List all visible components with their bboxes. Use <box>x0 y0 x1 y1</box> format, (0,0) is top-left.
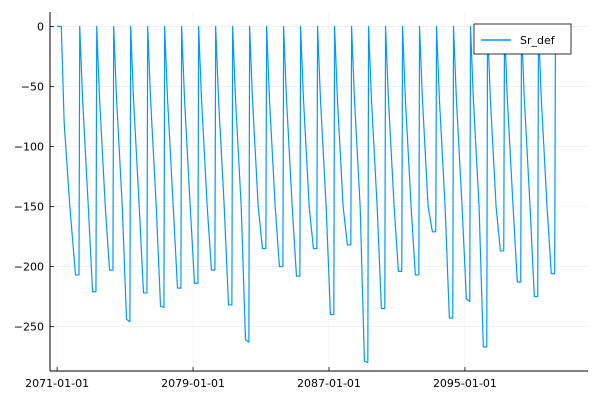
x-tick-label: 2071-01-01 <box>25 377 89 390</box>
y-tick-label: −200 <box>14 261 44 274</box>
axes: 0 −50 −100 −150 −200 −250 2071-01-01 2079-01-01… <box>14 12 588 390</box>
x-tick-label: 2087-01-01 <box>297 377 361 390</box>
y-tick-label: −100 <box>14 140 44 153</box>
series-line-sr-def <box>57 25 557 364</box>
legend-label-sr-def: Sr_def <box>520 34 556 47</box>
legend-box <box>473 23 572 55</box>
x-tick-label: 2095-01-01 <box>433 377 497 390</box>
y-tick-label: −150 <box>14 201 44 214</box>
series-layer <box>57 25 557 364</box>
y-tick-label: 0 <box>37 20 44 33</box>
legend: Sr_def <box>473 23 572 55</box>
y-tick-label: −50 <box>21 80 44 93</box>
y-tick-label: −250 <box>14 321 44 334</box>
x-tick-label: 2079-01-01 <box>161 377 225 390</box>
